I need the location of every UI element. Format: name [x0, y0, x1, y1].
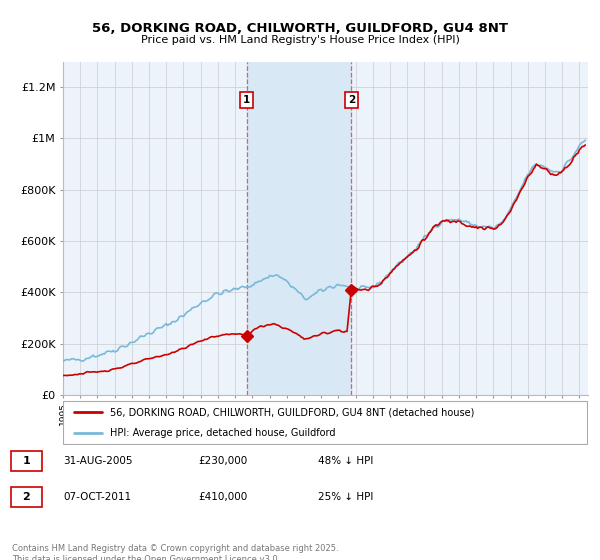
Text: 07-OCT-2011: 07-OCT-2011: [63, 492, 131, 502]
Text: 25% ↓ HPI: 25% ↓ HPI: [318, 492, 373, 502]
Text: 31-AUG-2005: 31-AUG-2005: [63, 456, 133, 466]
Bar: [247, 62, 352, 395]
Text: 2: 2: [347, 95, 355, 105]
Text: 1: 1: [243, 95, 250, 105]
Text: 1: 1: [23, 456, 30, 466]
Text: HPI: Average price, detached house, Guildford: HPI: Average price, detached house, Guil…: [110, 428, 336, 438]
Text: £410,000: £410,000: [198, 492, 247, 502]
Text: 56, DORKING ROAD, CHILWORTH, GUILDFORD, GU4 8NT (detached house): 56, DORKING ROAD, CHILWORTH, GUILDFORD, …: [110, 408, 475, 418]
Text: 2: 2: [23, 492, 30, 502]
Text: Contains HM Land Registry data © Crown copyright and database right 2025.
This d: Contains HM Land Registry data © Crown c…: [12, 544, 338, 560]
Text: 56, DORKING ROAD, CHILWORTH, GUILDFORD, GU4 8NT: 56, DORKING ROAD, CHILWORTH, GUILDFORD, …: [92, 22, 508, 35]
Text: £230,000: £230,000: [198, 456, 247, 466]
Text: Price paid vs. HM Land Registry's House Price Index (HPI): Price paid vs. HM Land Registry's House …: [140, 35, 460, 45]
Text: 48% ↓ HPI: 48% ↓ HPI: [318, 456, 373, 466]
FancyBboxPatch shape: [63, 402, 587, 444]
